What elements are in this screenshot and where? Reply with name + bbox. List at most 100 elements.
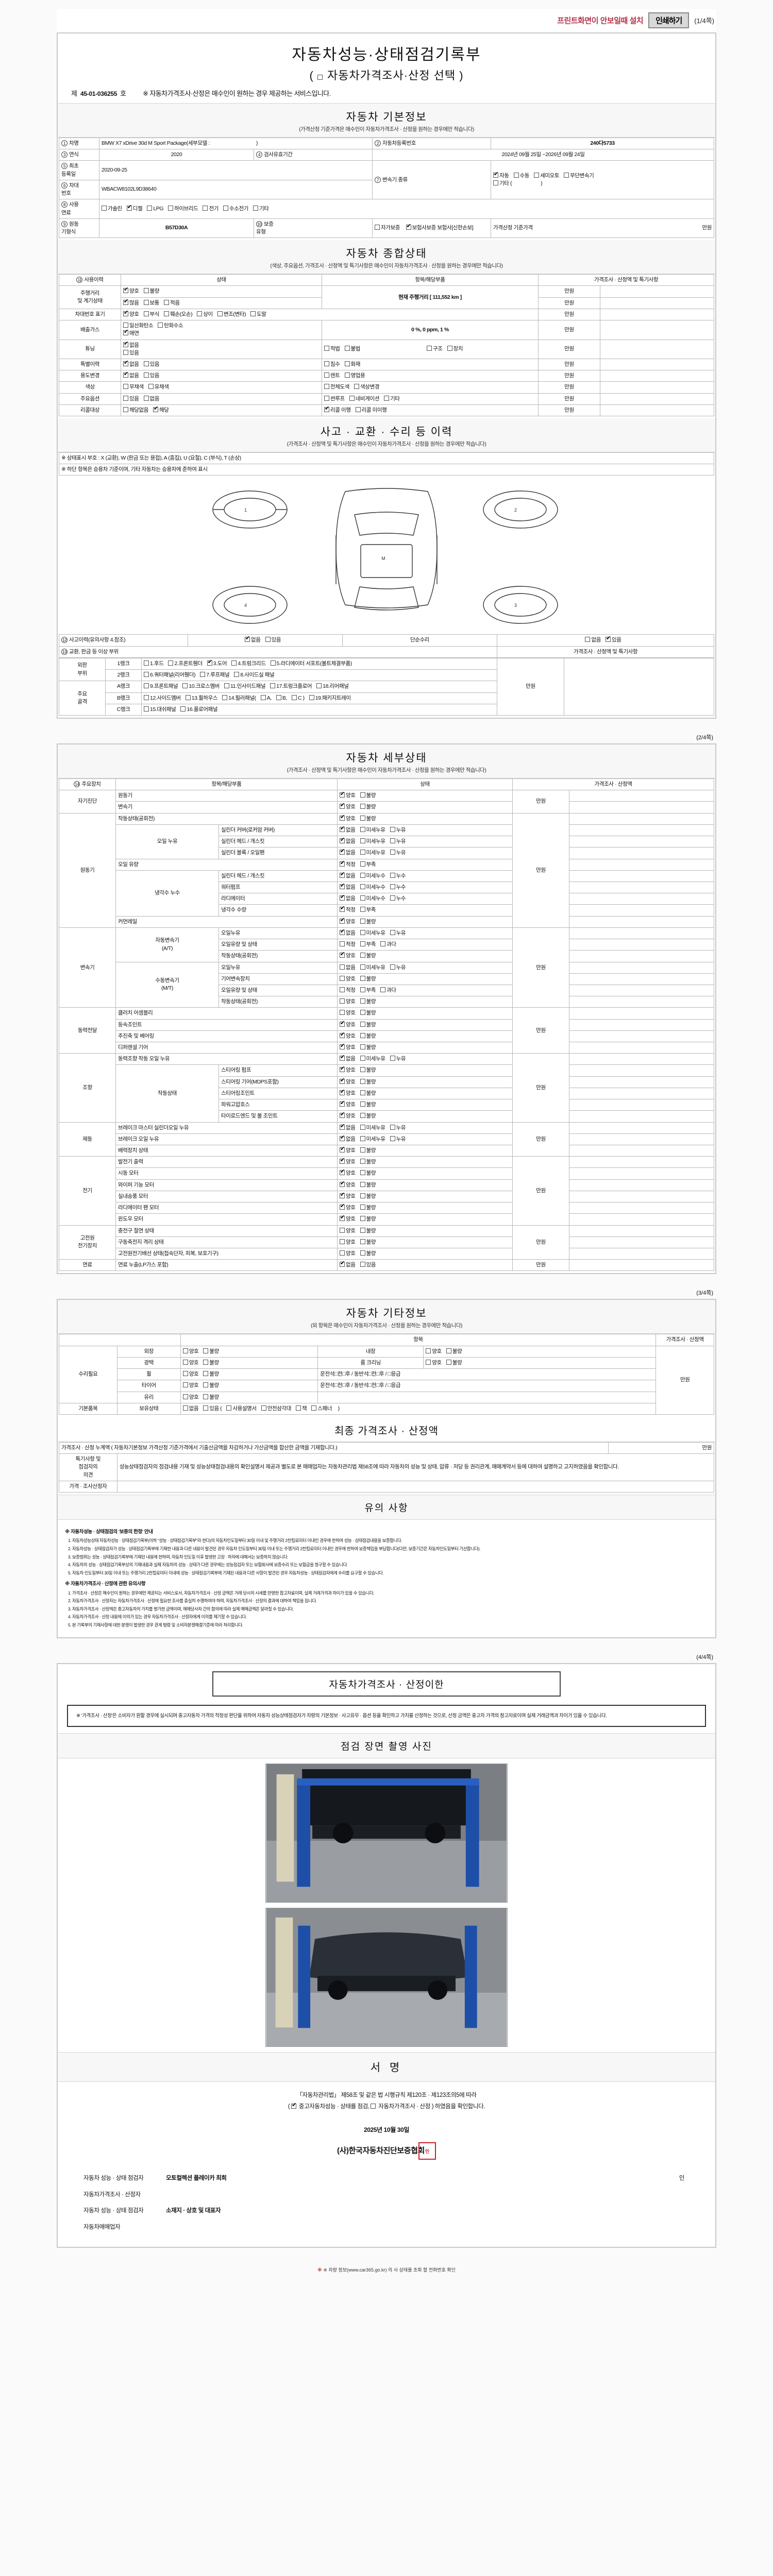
tuning-option[interactable]: 있음: [123, 349, 139, 357]
checkbox[interactable]: [250, 311, 256, 316]
detail-state-option[interactable]: 미세누수: [360, 895, 385, 903]
detail-state-option[interactable]: 양호: [340, 1214, 356, 1223]
checkbox[interactable]: [340, 871, 345, 878]
checkbox[interactable]: [493, 171, 499, 178]
checkbox[interactable]: [340, 1089, 345, 1095]
checkbox[interactable]: [324, 405, 329, 412]
checkbox[interactable]: [360, 1205, 365, 1210]
checkbox[interactable]: [244, 635, 250, 642]
main-options-detail-option[interactable]: 네비게이션: [349, 395, 379, 403]
checkbox[interactable]: [390, 929, 395, 935]
detail-state-option[interactable]: 없음: [340, 964, 356, 972]
checkbox[interactable]: [340, 1180, 345, 1187]
checkbox[interactable]: [340, 975, 345, 981]
checkbox[interactable]: [360, 1021, 365, 1027]
perf-check-checkbox[interactable]: [291, 2102, 297, 2109]
checkbox[interactable]: [446, 1359, 451, 1365]
checkbox[interactable]: [390, 1056, 395, 1061]
checkbox[interactable]: [360, 929, 365, 935]
checkbox[interactable]: [360, 998, 365, 1004]
fuel-option[interactable]: 디젤: [126, 204, 143, 213]
checkbox[interactable]: [340, 814, 345, 821]
detail-state-option[interactable]: 없음: [340, 871, 356, 880]
checkbox[interactable]: [143, 311, 149, 316]
detail-state-option[interactable]: 불량: [360, 1090, 376, 1097]
checkbox[interactable]: [164, 299, 170, 305]
color-detail-option[interactable]: 전체도색: [324, 383, 349, 391]
checkbox[interactable]: [261, 1405, 266, 1411]
checkbox[interactable]: [360, 1010, 365, 1015]
main-options-detail-option[interactable]: 기타: [384, 395, 400, 403]
checkbox[interactable]: [144, 683, 149, 689]
checkbox[interactable]: [148, 384, 154, 389]
checkbox[interactable]: [203, 1348, 209, 1353]
checkbox[interactable]: [340, 860, 345, 867]
checkbox[interactable]: [144, 694, 149, 700]
warranty-self-checkbox[interactable]: [375, 225, 380, 230]
detail-state-option[interactable]: 없음: [340, 1134, 356, 1143]
checkbox[interactable]: [340, 1054, 345, 1061]
checkbox[interactable]: [446, 1348, 451, 1353]
detail-state-option[interactable]: 없음: [340, 883, 356, 891]
checkbox[interactable]: [340, 941, 345, 947]
checkbox[interactable]: [340, 1203, 345, 1210]
checkbox[interactable]: [360, 1170, 365, 1176]
mileage-option[interactable]: 불량: [143, 287, 159, 295]
checkbox[interactable]: [260, 694, 266, 700]
checkbox[interactable]: [340, 1260, 345, 1267]
rank-item[interactable]: 17.트렁크플로어: [270, 683, 312, 690]
detail-state-option[interactable]: 미세누수: [360, 872, 385, 880]
detail-state-option[interactable]: 불량: [360, 1021, 376, 1029]
detail-state-option[interactable]: 미세누유: [360, 826, 385, 834]
tuning-type-option[interactable]: 장치: [447, 345, 463, 353]
holding-option[interactable]: 없음: [182, 1405, 199, 1413]
detail-state-option[interactable]: 없음: [340, 928, 356, 937]
detail-state-option[interactable]: 미세누유: [360, 964, 385, 972]
detail-state-option[interactable]: 불량: [360, 1032, 376, 1040]
tuning-legal-option[interactable]: 불법: [344, 345, 360, 353]
checkbox[interactable]: [182, 1382, 188, 1388]
checkbox[interactable]: [340, 1146, 345, 1153]
price-survey-checkbox[interactable]: [317, 75, 323, 80]
detail-state-option[interactable]: 누수: [390, 884, 406, 891]
checkbox[interactable]: [123, 349, 128, 355]
checkbox[interactable]: [340, 1010, 345, 1015]
checkbox[interactable]: [226, 1405, 232, 1411]
detail-state-option[interactable]: 불량: [360, 1158, 376, 1166]
rank-item[interactable]: 16.플로어패널: [180, 706, 218, 714]
detail-state-option[interactable]: 불량: [360, 918, 376, 926]
checkbox[interactable]: [200, 672, 206, 677]
fuel-option[interactable]: 전기: [203, 205, 219, 213]
checkbox[interactable]: [340, 1031, 345, 1038]
checkbox[interactable]: [360, 1136, 365, 1141]
detail-state-option[interactable]: 없음: [340, 837, 356, 845]
color-detail-option[interactable]: 색상변경: [354, 383, 379, 391]
checkbox[interactable]: [203, 1359, 209, 1365]
checkbox[interactable]: [222, 694, 228, 700]
usage-change-detail-option[interactable]: 영업용: [344, 372, 365, 380]
detail-state-option[interactable]: 누수: [390, 872, 406, 880]
detail-state-option[interactable]: 양호: [340, 1239, 356, 1246]
detail-state-option[interactable]: 불량: [360, 1250, 376, 1258]
checkbox[interactable]: [513, 173, 519, 178]
checkbox[interactable]: [360, 1056, 365, 1061]
checkbox[interactable]: [147, 205, 153, 211]
checkbox[interactable]: [203, 1394, 209, 1399]
checkbox[interactable]: [360, 1227, 365, 1233]
checkbox[interactable]: [340, 848, 345, 855]
detail-state-option[interactable]: 없음: [340, 894, 356, 903]
detail-state-option[interactable]: 누수: [390, 895, 406, 903]
rank-item[interactable]: A,: [260, 694, 272, 702]
checkbox[interactable]: [340, 791, 345, 798]
checkbox[interactable]: [223, 205, 228, 211]
detail-state-option[interactable]: 누유: [390, 838, 406, 845]
checkbox[interactable]: [270, 683, 276, 689]
detail-state-option[interactable]: 양호: [340, 791, 356, 800]
checkbox[interactable]: [340, 883, 345, 889]
emission-option[interactable]: 일산화탄소: [123, 322, 154, 330]
etc-option[interactable]: 양호: [182, 1394, 199, 1401]
price-check-checkbox[interactable]: [371, 2104, 376, 2109]
detail-state-option[interactable]: 부족: [360, 861, 376, 869]
simple-repair-option[interactable]: 있음: [606, 635, 621, 644]
etc-option[interactable]: 불량: [203, 1359, 219, 1367]
